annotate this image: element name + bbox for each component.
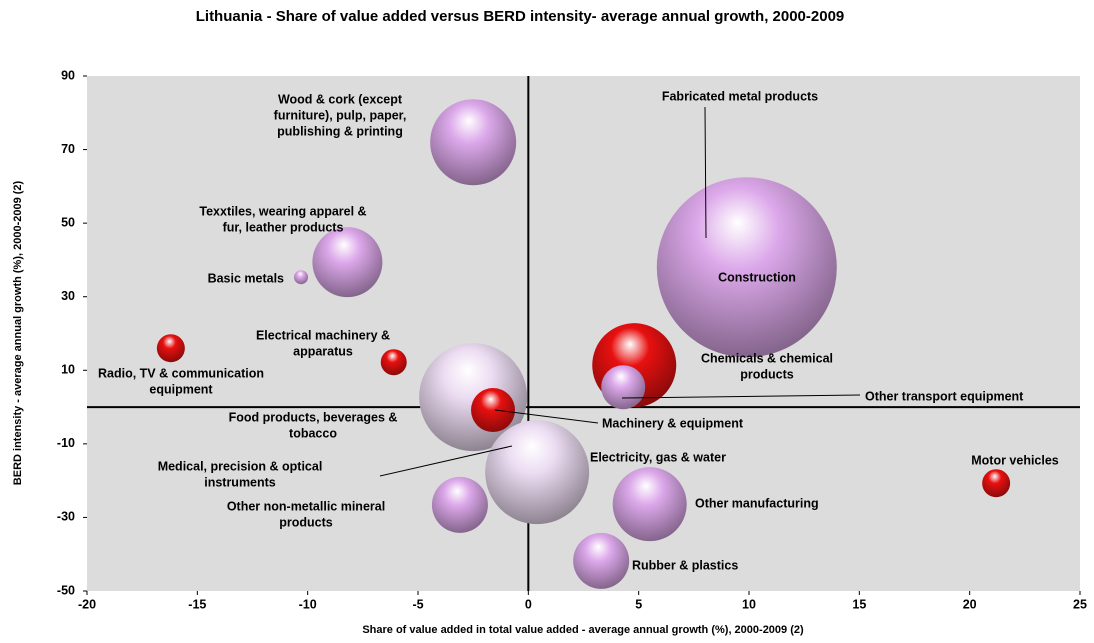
bubble-label: Chemicals & chemical bbox=[701, 351, 833, 365]
x-tick-label: -5 bbox=[412, 597, 423, 611]
bubble-label: Motor vehicles bbox=[971, 453, 1059, 467]
bubble bbox=[982, 469, 1011, 498]
bubble bbox=[380, 349, 407, 376]
bubble-label: products bbox=[279, 515, 333, 529]
bubble bbox=[312, 227, 383, 298]
bubble-label: Wood & cork (except bbox=[278, 92, 403, 106]
leader-line bbox=[379, 445, 513, 477]
bubble-label: Electrical machinery & bbox=[256, 328, 390, 342]
bubble bbox=[294, 270, 309, 285]
bubble-label: instruments bbox=[204, 475, 276, 489]
leader-line bbox=[621, 394, 861, 399]
bubble-label: Food products, beverages & bbox=[229, 410, 398, 424]
bubble-label: Other manufacturing bbox=[695, 496, 819, 510]
bubble bbox=[601, 365, 646, 410]
x-axis-label: Share of value added in total value adde… bbox=[362, 624, 804, 636]
x-tick-label: -20 bbox=[78, 597, 96, 611]
bubble-label: publishing & printing bbox=[277, 124, 403, 138]
x-tick-label: 5 bbox=[635, 597, 642, 611]
bubble-label: Texxtiles, wearing apparel & bbox=[199, 204, 366, 218]
leader-line bbox=[704, 106, 707, 239]
leader-line bbox=[494, 409, 599, 424]
plot-area bbox=[87, 76, 1080, 591]
y-tick-label: 50 bbox=[61, 215, 75, 229]
bubble-label: Basic metals bbox=[208, 271, 284, 285]
bubble-label: Machinery & equipment bbox=[602, 416, 744, 430]
bubble-label: tobacco bbox=[289, 426, 337, 440]
bubble-label: Construction bbox=[718, 270, 796, 284]
bubble bbox=[471, 388, 516, 433]
x-tick-label: 15 bbox=[852, 597, 866, 611]
y-tick-label: 30 bbox=[61, 289, 75, 303]
x-tick-label: -15 bbox=[188, 597, 206, 611]
bubble-label: furniture), pulp, paper, bbox=[274, 108, 407, 122]
bubble bbox=[656, 177, 837, 358]
y-tick-label: 90 bbox=[61, 68, 75, 82]
bubble-label: Rubber & plastics bbox=[632, 558, 738, 572]
y-tick-label: 10 bbox=[61, 363, 75, 377]
y-tick-label: 70 bbox=[61, 142, 75, 156]
chart-title: Lithuania - Share of value added versus … bbox=[195, 8, 845, 25]
y-axis-label: BERD intensity - average annual growth (… bbox=[12, 180, 24, 485]
y-tick-label: -10 bbox=[57, 436, 75, 450]
bubble-label: fur, leather products bbox=[223, 220, 344, 234]
bubble-label: Medical, precision & optical bbox=[158, 459, 323, 473]
y-tick-label: -50 bbox=[57, 583, 75, 597]
bubble bbox=[612, 467, 687, 542]
x-tick-label: -10 bbox=[299, 597, 317, 611]
bubble bbox=[485, 420, 590, 525]
bubble-label: Other transport equipment bbox=[865, 389, 1024, 403]
bubble-label: apparatus bbox=[293, 344, 353, 358]
x-tick-label: 10 bbox=[742, 597, 756, 611]
bubble bbox=[430, 99, 517, 186]
x-tick-label: 25 bbox=[1073, 597, 1087, 611]
y-tick-label: -30 bbox=[57, 510, 75, 524]
bubble-label: Electricity, gas & water bbox=[590, 450, 726, 464]
bubble bbox=[573, 532, 630, 589]
bubble-label: equipment bbox=[149, 382, 213, 396]
x-tick-label: 0 bbox=[525, 597, 532, 611]
bubble bbox=[431, 476, 488, 533]
bubble-label: Radio, TV & communication bbox=[98, 366, 264, 380]
bubble-label: products bbox=[740, 367, 794, 381]
bubble bbox=[156, 334, 185, 363]
bubble-label: Fabricated metal products bbox=[662, 89, 818, 103]
bubble-label: Other non-metallic mineral bbox=[227, 499, 385, 513]
x-tick-label: 20 bbox=[963, 597, 977, 611]
